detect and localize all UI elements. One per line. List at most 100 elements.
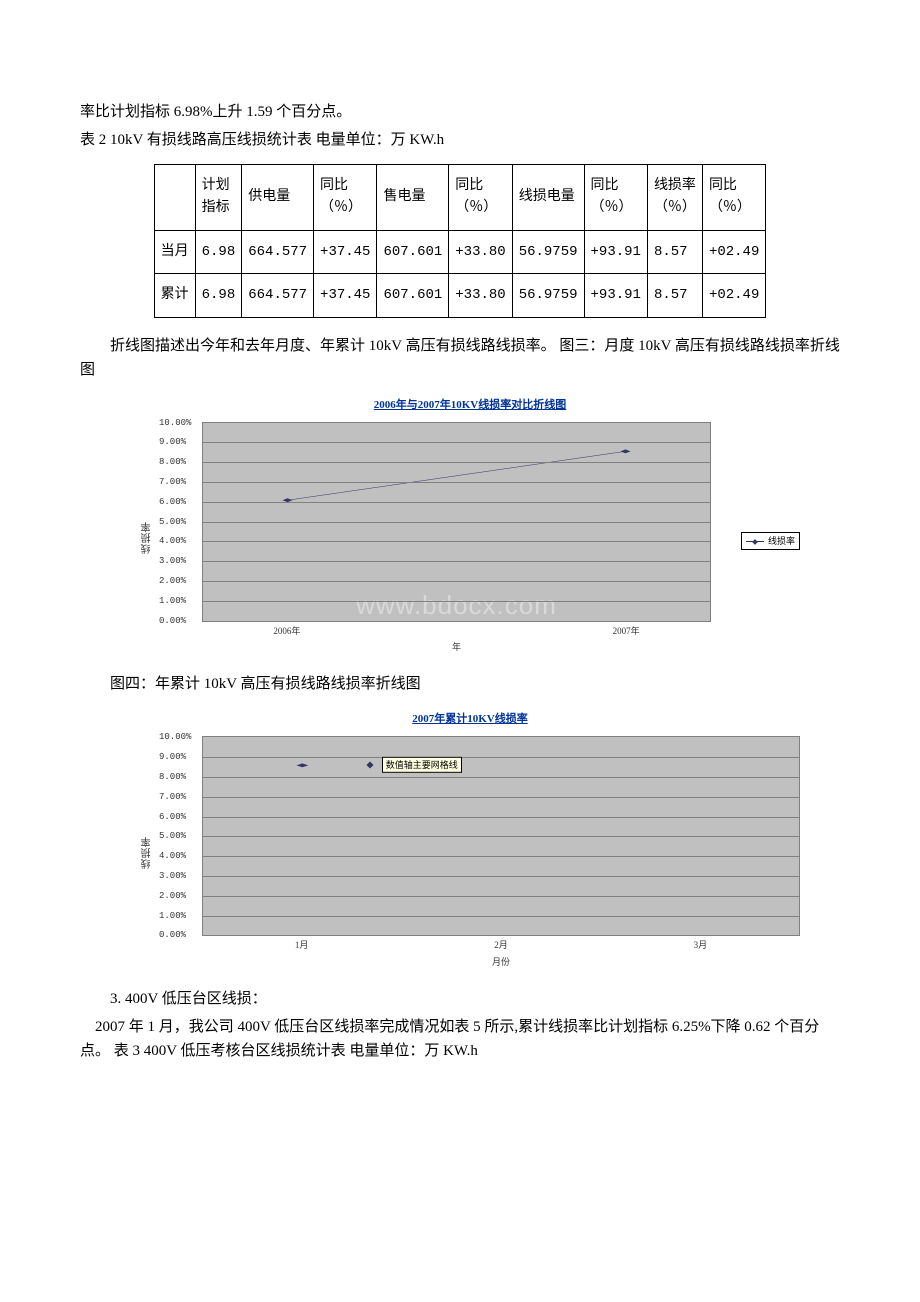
table-cell: +37.45 bbox=[314, 274, 377, 317]
chart-3-legend-label: 线损率 bbox=[768, 534, 795, 548]
table-2-header-cell: 计划指标 bbox=[195, 165, 242, 231]
y-tick-label: 8.00% bbox=[159, 455, 186, 469]
table-cell: 6.98 bbox=[195, 230, 242, 273]
grid-line bbox=[203, 561, 710, 562]
table-cell: 56.9759 bbox=[512, 274, 584, 317]
table-cell: +33.80 bbox=[449, 230, 512, 273]
chart-4-x-axis: 1月2月3月 bbox=[202, 938, 800, 952]
chart-3-title: 2006年与2007年10KV线损率对比折线图 bbox=[374, 399, 567, 411]
table-2-header-cell: 同比（％） bbox=[449, 165, 512, 231]
y-tick-label: 4.00% bbox=[159, 849, 186, 863]
chart-tooltip: 数值轴主要网格线 bbox=[382, 757, 462, 773]
chart-3-legend: 线损率 bbox=[741, 526, 800, 551]
table-2-header-cell: 线损电量 bbox=[512, 165, 584, 231]
table-cell: 6.98 bbox=[195, 274, 242, 317]
chart-3-x-label: 年 bbox=[202, 640, 711, 654]
table-2-header-cell: 同比（％） bbox=[702, 165, 765, 231]
y-tick-label: 1.00% bbox=[159, 594, 186, 608]
y-tick-label: 7.00% bbox=[159, 475, 186, 489]
intro-line-2: 表 2 10kV 有损线路高压线损统计表 电量单位：万 KW.h bbox=[80, 128, 840, 152]
table-cell: 当月 bbox=[154, 230, 195, 273]
grid-line bbox=[203, 777, 799, 778]
chart-4-ylabel: 线损率 bbox=[140, 836, 156, 869]
table-2-header-cell bbox=[154, 165, 195, 231]
paragraph-chart3-intro: 折线图描述出今年和去年月度、年累计 10kV 高压有损线路线损率。 图三：月度 … bbox=[80, 334, 840, 382]
x-tick-label: 2007年 bbox=[541, 624, 711, 638]
chart-4: 2007年累计10KV线损率 线损率 0.00%1.00%2.00%3.00%4… bbox=[140, 706, 800, 969]
y-tick-label: 5.00% bbox=[159, 829, 186, 843]
section-3-body: 2007 年 1 月，我公司 400V 低压台区线损率完成情况如表 5 所示,累… bbox=[80, 1015, 840, 1063]
grid-line bbox=[203, 522, 710, 523]
grid-line bbox=[203, 442, 710, 443]
table-cell: 累计 bbox=[154, 274, 195, 317]
grid-line bbox=[203, 896, 799, 897]
chart-3: 2006年与2007年10KV线损率对比折线图 线损率 www.bdocx.co… bbox=[140, 392, 800, 655]
x-tick-label: 2月 bbox=[401, 938, 600, 952]
grid-line bbox=[203, 916, 799, 917]
y-tick-label: 4.00% bbox=[159, 534, 186, 548]
chart-3-x-axis: 2006年 2007年 bbox=[202, 624, 711, 638]
table-cell: 607.601 bbox=[377, 274, 449, 317]
paragraph-chart4-caption: 图四：年累计 10kV 高压有损线路线损率折线图 bbox=[80, 672, 840, 696]
table-2: 计划指标供电量同比（％）售电量同比（％）线损电量同比（％）线损率（％）同比（％）… bbox=[154, 164, 767, 318]
grid-line bbox=[203, 482, 710, 483]
chart-3-ylabel: 线损率 bbox=[140, 521, 156, 554]
chart-4-plot: 0.00%1.00%2.00%3.00%4.00%5.00%6.00%7.00%… bbox=[202, 736, 800, 936]
table-cell: +02.49 bbox=[702, 230, 765, 273]
table-cell: +37.45 bbox=[314, 230, 377, 273]
y-tick-label: 0.00% bbox=[159, 613, 186, 627]
grid-line bbox=[203, 541, 710, 542]
y-tick-label: 3.00% bbox=[159, 554, 186, 568]
section-3-heading: 3. 400V 低压台区线损： bbox=[80, 987, 840, 1011]
table-cell: +33.80 bbox=[449, 274, 512, 317]
table-2-header-cell: 售电量 bbox=[377, 165, 449, 231]
table-2-header-cell: 同比（％） bbox=[314, 165, 377, 231]
table-cell: +93.91 bbox=[584, 274, 647, 317]
table-2-header-row: 计划指标供电量同比（％）售电量同比（％）线损电量同比（％）线损率（％）同比（％） bbox=[154, 165, 766, 231]
table-row: 累计6.98664.577+37.45607.601+33.8056.9759+… bbox=[154, 274, 766, 317]
grid-line bbox=[203, 601, 710, 602]
y-tick-label: 6.00% bbox=[159, 809, 186, 823]
y-tick-label: 7.00% bbox=[159, 790, 186, 804]
table-cell: 607.601 bbox=[377, 230, 449, 273]
table-2-header-cell: 供电量 bbox=[242, 165, 314, 231]
table-cell: 8.57 bbox=[647, 230, 702, 273]
grid-line bbox=[203, 876, 799, 877]
table-2-header-cell: 同比（％） bbox=[584, 165, 647, 231]
x-tick-label bbox=[372, 624, 542, 638]
intro-line-1: 率比计划指标 6.98%上升 1.59 个百分点。 bbox=[80, 100, 840, 124]
y-tick-label: 5.00% bbox=[159, 514, 186, 528]
y-tick-label: 2.00% bbox=[159, 574, 186, 588]
table-cell: +93.91 bbox=[584, 230, 647, 273]
grid-line bbox=[203, 856, 799, 857]
grid-line bbox=[203, 836, 799, 837]
x-tick-label: 2006年 bbox=[202, 624, 372, 638]
x-tick-label: 1月 bbox=[202, 938, 401, 952]
chart-3-plot: www.bdocx.com 0.00%1.00%2.00%3.00%4.00%5… bbox=[202, 422, 711, 622]
y-tick-label: 9.00% bbox=[159, 435, 186, 449]
y-tick-label: 8.00% bbox=[159, 770, 186, 784]
grid-line bbox=[203, 797, 799, 798]
grid-line bbox=[203, 757, 799, 758]
table-row: 当月6.98664.577+37.45607.601+33.8056.9759+… bbox=[154, 230, 766, 273]
grid-line bbox=[203, 581, 710, 582]
y-tick-label: 3.00% bbox=[159, 869, 186, 883]
chart-4-x-label: 月份 bbox=[202, 955, 800, 969]
grid-line bbox=[203, 462, 710, 463]
y-tick-label: 10.00% bbox=[159, 730, 191, 744]
chart-4-title: 2007年累计10KV线损率 bbox=[412, 713, 528, 725]
y-tick-label: 9.00% bbox=[159, 750, 186, 764]
table-cell: 8.57 bbox=[647, 274, 702, 317]
y-tick-label: 2.00% bbox=[159, 889, 186, 903]
table-cell: 664.577 bbox=[242, 274, 314, 317]
y-tick-label: 10.00% bbox=[159, 415, 191, 429]
x-tick-label: 3月 bbox=[601, 938, 800, 952]
grid-line bbox=[203, 817, 799, 818]
table-2-body: 当月6.98664.577+37.45607.601+33.8056.9759+… bbox=[154, 230, 766, 317]
grid-line bbox=[203, 502, 710, 503]
y-tick-label: 0.00% bbox=[159, 928, 186, 942]
table-cell: 664.577 bbox=[242, 230, 314, 273]
table-cell: 56.9759 bbox=[512, 230, 584, 273]
y-tick-label: 6.00% bbox=[159, 495, 186, 509]
table-2-header-cell: 线损率（％） bbox=[647, 165, 702, 231]
